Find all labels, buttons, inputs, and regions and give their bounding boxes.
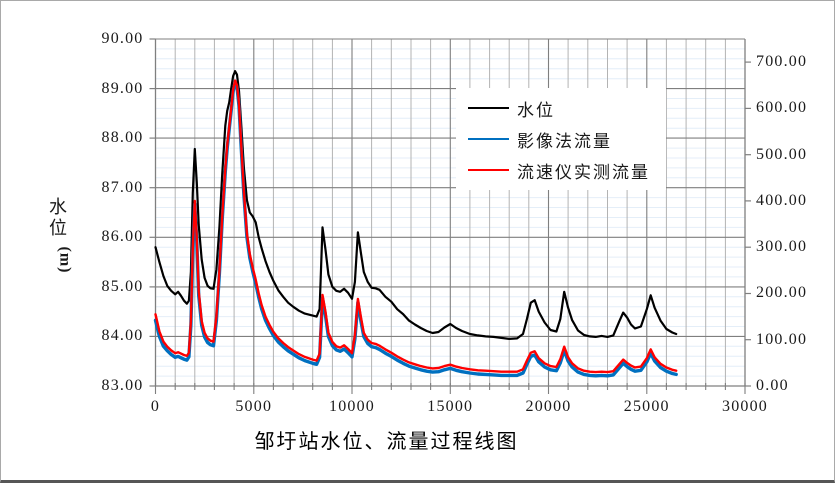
left-axis-tick-label: 85.00 bbox=[101, 277, 144, 295]
left-axis-tick-label: 90.00 bbox=[101, 30, 144, 47]
right-axis-tick-label: 200.00 bbox=[756, 284, 808, 302]
right-axis-tick-label: 400.00 bbox=[756, 191, 808, 209]
left-axis-tick-label: 83.00 bbox=[101, 377, 144, 394]
right-axis-tick-label: 600.00 bbox=[756, 99, 808, 117]
x-axis-tick-label: 20000 bbox=[525, 398, 572, 415]
legend-label-stage: 水位 bbox=[517, 100, 555, 120]
legend-entry-image-flow[interactable]: 影像法流量 bbox=[468, 126, 650, 152]
series-line-0 bbox=[154, 70, 678, 340]
legend-label-meter-flow: 流速仪实测流量 bbox=[517, 162, 650, 182]
left-axis-title-char-1: 水位 bbox=[49, 197, 67, 238]
x-axis-tick-label: 25000 bbox=[623, 398, 670, 415]
left-axis-tick-label: 89.00 bbox=[101, 79, 144, 97]
left-axis-tick-label: 84.00 bbox=[101, 327, 144, 345]
right-axis-tick-label: 500.00 bbox=[756, 145, 808, 163]
left-axis-tick-label: 87.00 bbox=[101, 178, 144, 196]
x-axis-tick-label: 10000 bbox=[329, 398, 375, 415]
legend[interactable]: 水位 影像法流量 流速仪实测流量 bbox=[456, 88, 666, 190]
legend-line-sample-meter-flow bbox=[468, 169, 509, 171]
legend-entry-meter-flow[interactable]: 流速仪实测流量 bbox=[468, 157, 650, 183]
chart-title: 邹圩站水位、流量过程线图 bbox=[254, 431, 519, 453]
x-axis-tick-label: 30000 bbox=[722, 398, 768, 415]
right-axis-tick-label: 700.00 bbox=[756, 53, 808, 71]
x-axis-tick-label: 0 bbox=[150, 398, 161, 415]
legend-label-image-flow: 影像法流量 bbox=[517, 131, 612, 151]
x-axis-tick-label: 5000 bbox=[235, 398, 273, 415]
series-line-2 bbox=[154, 79, 678, 374]
right-axis-tick-label: 0.00 bbox=[756, 377, 789, 394]
legend-line-sample-stage bbox=[468, 107, 509, 109]
legend-entry-stage[interactable]: 水位 bbox=[468, 95, 650, 121]
right-axis-tick-label: 300.00 bbox=[756, 238, 808, 256]
left-axis-tick-label: 88.00 bbox=[101, 129, 144, 147]
right-axis-tick-label: 100.00 bbox=[756, 330, 808, 348]
left-axis-unit: (m) bbox=[55, 246, 73, 274]
left-axis-title: 水位 (m) bbox=[49, 197, 79, 273]
legend-line-sample-image-flow bbox=[468, 138, 509, 140]
left-axis-tick-label: 86.00 bbox=[101, 228, 144, 246]
x-axis-tick-label: 15000 bbox=[427, 398, 474, 415]
